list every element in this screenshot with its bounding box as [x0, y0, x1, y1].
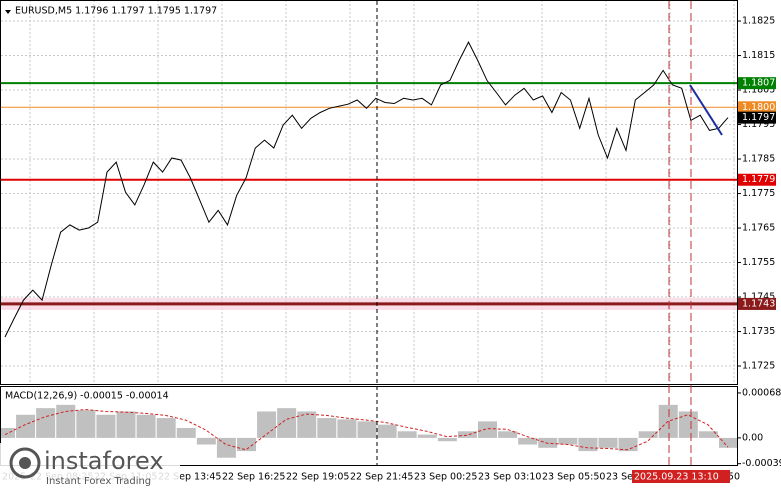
macd-bar — [176, 427, 196, 438]
macd-bar — [317, 418, 337, 438]
macd-bar — [698, 431, 718, 438]
level-label: 1.1743 — [742, 298, 775, 309]
macd-bar — [36, 408, 56, 438]
logo-icon — [19, 457, 31, 469]
level-label-bg — [738, 173, 776, 186]
x-tick-label: 23 Sep 05:50 — [542, 472, 605, 483]
y-tick-label: 1.1755 — [742, 257, 775, 268]
level-label-bg — [738, 77, 776, 90]
macd-bar — [658, 404, 678, 438]
y-tick-label: 1.1805 — [742, 85, 775, 96]
macd-bar — [297, 411, 317, 438]
signal-line — [4, 408, 729, 451]
macd-bar — [116, 411, 136, 438]
price-panel — [1, 0, 737, 385]
macd-bar — [277, 408, 297, 438]
macd-frame — [0, 386, 738, 466]
last-price-label: 1.1797 — [742, 112, 775, 123]
macd-bar — [357, 421, 377, 438]
macd-bar — [257, 411, 277, 438]
macd-bar — [397, 431, 417, 438]
level-label: 1.1800 — [742, 102, 775, 113]
y-tick-label: 1.1785 — [742, 154, 775, 165]
y-tick-label: 0.00 — [742, 432, 763, 443]
last-price-bg — [738, 111, 776, 124]
x-tick-label: 22 Sep 13:45 — [158, 472, 221, 483]
x-tick-label: 23 Sep 00:25 — [414, 472, 477, 483]
macd-bar — [417, 434, 437, 438]
y-tick-label: -0.00039 — [742, 458, 781, 469]
logo-name: instaforex — [44, 447, 164, 475]
y-tick-label: 1.1735 — [742, 326, 775, 337]
price-line — [4, 40, 729, 338]
macd-bar — [478, 421, 497, 438]
macd-bar — [96, 414, 116, 438]
level-label-bg — [738, 297, 776, 310]
macd-bar — [237, 437, 256, 452]
y-tick-label: 1.1825 — [742, 16, 775, 27]
macd-bar — [598, 437, 618, 448]
x-tick-label: 22 Sep 16:25 — [222, 472, 285, 483]
macd-bar — [457, 431, 477, 438]
y-tick-label: 1.1765 — [742, 223, 775, 234]
macd-bar — [558, 437, 578, 445]
level-label: 1.1779 — [742, 174, 775, 185]
trend-line — [689, 84, 723, 136]
cursor-label: 2025.09.23 13:10 — [634, 472, 719, 483]
y-tick-label: 1.1815 — [742, 50, 775, 61]
macd-bar — [196, 437, 216, 445]
y-tick-label: 1.1725 — [742, 361, 775, 372]
logo-icon — [9, 447, 41, 479]
level-label: 1.1807 — [742, 78, 775, 89]
macd-bar — [136, 414, 156, 438]
x-tick-label: 23 Sep 03:10 — [478, 472, 541, 483]
macd-bar — [618, 437, 638, 452]
macd-bar — [76, 410, 96, 438]
macd-bar — [216, 437, 236, 458]
logo-tagline: Instant Forex Trading — [46, 476, 151, 487]
x-tick-label: 22 Sep 21:45 — [350, 472, 413, 483]
macd-bar — [638, 431, 658, 438]
macd-bar — [337, 419, 357, 438]
macd-bar — [437, 437, 457, 442]
y-tick-label: 1.1745 — [742, 292, 775, 303]
logo: instaforex Instant Forex Trading — [0, 443, 180, 489]
cursor-label-bg — [632, 470, 730, 483]
macd-panel — [0, 404, 738, 458]
price-frame — [0, 0, 738, 385]
macd-bar — [16, 414, 36, 438]
y-tick-label: 0.00068 — [742, 387, 781, 398]
macd-title: MACD(12,26,9) -0.00015 -0.00014 — [5, 391, 169, 402]
y-tick-label: 1.1775 — [742, 188, 775, 199]
macd-bar — [377, 424, 397, 438]
macd-bar — [578, 437, 598, 452]
y-tick-label: 1.1795 — [742, 119, 775, 130]
macd-bar — [56, 404, 76, 438]
macd-bar — [678, 411, 698, 438]
x-tick-label: 22 Sep 19:05 — [286, 472, 349, 483]
macd-bar — [156, 418, 176, 438]
level-label-bg — [738, 101, 776, 114]
macd-bar — [498, 431, 518, 438]
chart-title: EURUSD,M5 1.1796 1.1797 1.1795 1.1797 — [15, 6, 217, 17]
menu-arrow — [5, 10, 11, 14]
macd-bar — [518, 437, 538, 445]
macd-bar — [719, 437, 738, 448]
